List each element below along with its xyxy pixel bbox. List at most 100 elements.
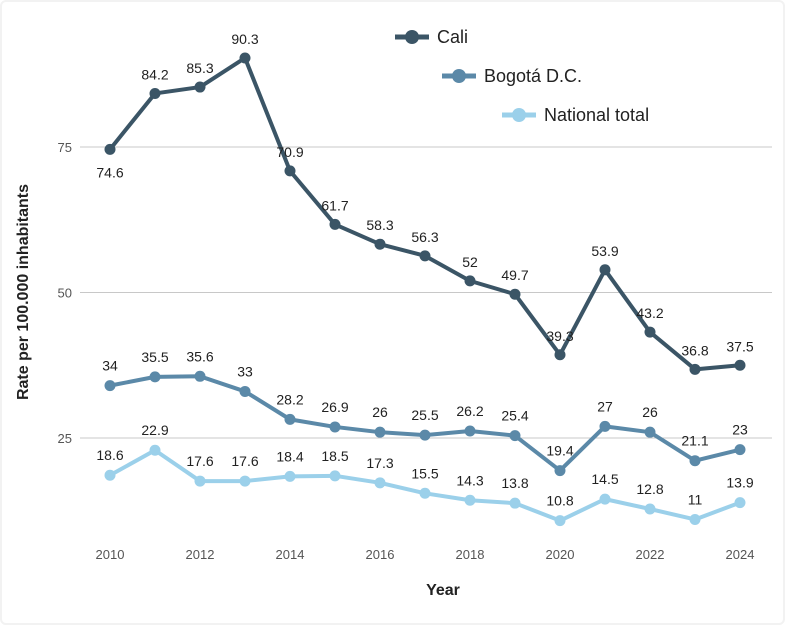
data-label-national-total: 13.8: [501, 475, 528, 491]
data-point-national-total: [554, 515, 566, 527]
y-tick-label: 50: [58, 286, 72, 301]
data-label-bogot-d-c: 26.2: [456, 403, 483, 419]
data-point-cali: [644, 326, 656, 338]
x-tick-label: 2020: [546, 547, 575, 562]
data-label-bogot-d-c: 26: [642, 404, 658, 420]
data-label-cali: 49.7: [501, 267, 528, 283]
data-label-bogot-d-c: 21.1: [681, 433, 708, 449]
x-tick-label: 2022: [636, 547, 665, 562]
data-label-bogot-d-c: 33: [237, 363, 253, 379]
data-point-cali: [464, 275, 476, 287]
data-label-national-total: 14.5: [591, 471, 618, 487]
data-point-national-total: [689, 513, 701, 525]
data-label-bogot-d-c: 34: [102, 358, 118, 374]
legend-item-national-total: National total: [502, 105, 649, 125]
x-tick-label: 2018: [456, 547, 485, 562]
data-label-cali: 39.3: [546, 328, 573, 344]
x-axis-title: Year: [426, 582, 460, 599]
data-point-cali: [689, 363, 701, 375]
data-point-cali: [194, 81, 206, 93]
gridlines: [80, 146, 772, 439]
data-label-bogot-d-c: 35.6: [186, 348, 213, 364]
data-label-cali: 61.7: [321, 197, 348, 213]
legend-item-cali: Cali: [395, 27, 468, 47]
legend-swatch-marker: [405, 30, 419, 44]
data-label-cali: 43.2: [636, 305, 663, 321]
data-label-cali: 58.3: [366, 217, 393, 233]
data-label-national-total: 17.6: [231, 453, 258, 469]
data-label-bogot-d-c: 27: [597, 398, 613, 414]
data-point-cali: [104, 143, 116, 155]
data-label-cali: 90.3: [231, 31, 258, 47]
data-label-national-total: 17.3: [366, 455, 393, 471]
data-label-cali: 53.9: [591, 243, 618, 259]
data-label-cali: 70.9: [276, 144, 303, 160]
x-tick-label: 2010: [96, 547, 125, 562]
data-label-national-total: 14.3: [456, 472, 483, 488]
data-point-national-total: [374, 477, 386, 489]
data-label-national-total: 12.8: [636, 481, 663, 497]
data-label-bogot-d-c: 23: [732, 422, 748, 438]
data-point-bogot-d-c: [149, 371, 161, 383]
data-label-national-total: 18.4: [276, 448, 303, 464]
data-label-national-total: 15.5: [411, 465, 438, 481]
data-label-cali: 56.3: [411, 229, 438, 245]
data-point-cali: [599, 264, 611, 276]
data-point-national-total: [194, 475, 206, 487]
data-label-cali: 37.5: [726, 338, 753, 354]
data-label-cali: 74.6: [96, 164, 123, 180]
data-label-national-total: 18.5: [321, 448, 348, 464]
data-label-cali: 84.2: [141, 66, 168, 82]
x-tick-label: 2012: [186, 547, 215, 562]
data-label-bogot-d-c: 25.5: [411, 407, 438, 423]
data-point-national-total: [509, 497, 521, 509]
x-tick-label: 2016: [366, 547, 395, 562]
data-label-national-total: 18.6: [96, 447, 123, 463]
data-labels-layer: 74.6 84.2 85.3 90.3 70.9 61.7 58.3 56.3 52 49.7 39…: [96, 31, 753, 509]
data-point-national-total: [104, 469, 116, 481]
data-label-national-total: 13.9: [726, 475, 753, 491]
x-tick-label: 2024: [726, 547, 755, 562]
data-label-cali: 85.3: [186, 60, 213, 76]
data-label-bogot-d-c: 28.2: [276, 391, 303, 407]
x-tick-labels: 2010 2012 2014 2016 2018 2020 2022 2024: [96, 547, 755, 562]
x-tick-label: 2014: [276, 547, 305, 562]
data-point-cali: [374, 238, 386, 250]
data-point-cali: [329, 218, 341, 230]
legend-label: Bogotá D.C.: [484, 66, 582, 86]
data-point-bogot-d-c: [239, 385, 251, 397]
y-axis-title: Rate per 100.000 inhabitants: [15, 184, 32, 400]
data-label-national-total: 17.6: [186, 453, 213, 469]
data-label-bogot-d-c: 26: [372, 404, 388, 420]
data-point-cali: [509, 288, 521, 300]
data-point-bogot-d-c: [284, 413, 296, 425]
series-layer: [104, 52, 746, 527]
data-point-national-total: [464, 494, 476, 506]
data-point-national-total: [599, 493, 611, 505]
data-point-national-total: [419, 487, 431, 499]
data-label-bogot-d-c: 19.4: [546, 443, 573, 459]
data-point-bogot-d-c: [644, 426, 656, 438]
data-point-bogot-d-c: [329, 421, 341, 433]
y-tick-label: 75: [58, 140, 72, 155]
data-point-bogot-d-c: [374, 426, 386, 438]
y-tick-label: 25: [58, 431, 72, 446]
legend-label: Cali: [437, 27, 468, 47]
data-point-bogot-d-c: [419, 429, 431, 441]
data-point-bogot-d-c: [104, 380, 116, 392]
data-label-national-total: 11: [688, 491, 703, 507]
data-point-bogot-d-c: [509, 430, 521, 442]
data-label-bogot-d-c: 26.9: [321, 399, 348, 415]
data-label-bogot-d-c: 25.4: [501, 408, 528, 424]
legend-swatch-marker: [512, 108, 526, 122]
data-point-bogot-d-c: [464, 425, 476, 437]
data-point-national-total: [644, 503, 656, 515]
data-point-cali: [239, 52, 251, 64]
data-point-cali: [554, 349, 566, 361]
data-point-cali: [284, 165, 296, 177]
data-point-national-total: [239, 475, 251, 487]
data-label-bogot-d-c: 35.5: [141, 349, 168, 365]
data-label-national-total: 22.9: [141, 422, 168, 438]
